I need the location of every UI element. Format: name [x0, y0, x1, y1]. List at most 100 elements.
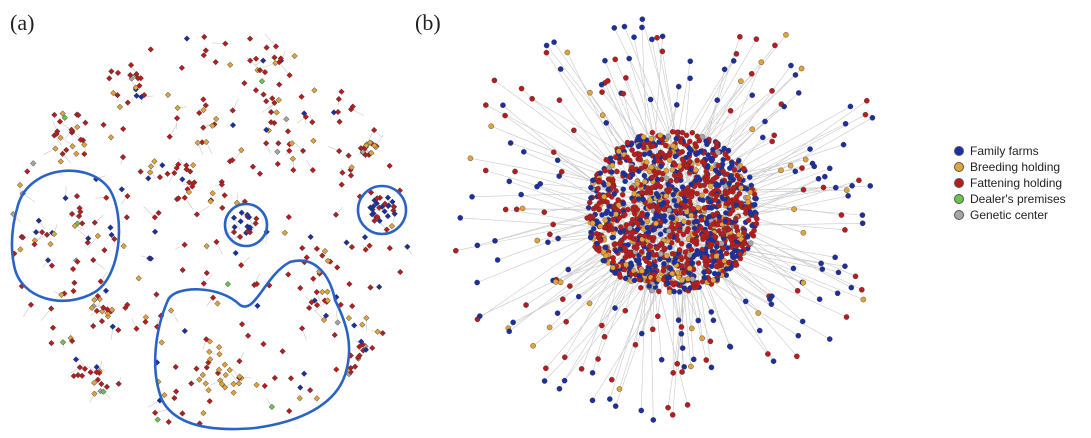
- network-node: [636, 270, 642, 276]
- network-node: [633, 253, 640, 259]
- network-node: [718, 240, 725, 247]
- network-node: [714, 258, 720, 264]
- network-node: [710, 188, 717, 195]
- network-node: [673, 178, 680, 184]
- network-node: [285, 271, 292, 278]
- network-node: [274, 160, 281, 168]
- network-node: [333, 366, 340, 373]
- network-node: [608, 194, 615, 200]
- network-node: [635, 220, 641, 227]
- network-node: [601, 257, 608, 264]
- network-node: [678, 331, 685, 337]
- network-node: [351, 363, 359, 370]
- network-node: [619, 237, 625, 243]
- network-node: [653, 215, 659, 222]
- network-node: [634, 220, 640, 226]
- network-node: [659, 241, 665, 247]
- network-node: [713, 262, 719, 269]
- network-node: [724, 171, 731, 177]
- network-node: [629, 229, 636, 236]
- network-node: [708, 205, 715, 211]
- network-node: [711, 259, 717, 266]
- network-node: [711, 228, 717, 234]
- network-node: [206, 338, 213, 345]
- network-node: [734, 181, 741, 188]
- network-node: [722, 202, 729, 209]
- network-node: [699, 233, 706, 239]
- network-node: [680, 279, 687, 285]
- network-node: [587, 213, 594, 220]
- network-node: [656, 243, 662, 249]
- network-node: [731, 202, 737, 208]
- network-node: [136, 82, 143, 89]
- network-node: [73, 150, 80, 157]
- network-node: [729, 251, 735, 257]
- network-node: [636, 224, 642, 231]
- network-node: [269, 95, 276, 102]
- network-node: [712, 234, 719, 240]
- network-node: [653, 211, 659, 218]
- network-node: [626, 253, 633, 259]
- network-node: [631, 167, 637, 174]
- network-node: [648, 235, 655, 241]
- network-node: [709, 252, 716, 259]
- network-node: [592, 211, 598, 218]
- network-node: [636, 168, 642, 174]
- network-node: [641, 141, 647, 147]
- legend-swatch-family-farms: [954, 146, 964, 156]
- network-node: [322, 312, 330, 319]
- network-node: [513, 206, 520, 213]
- network-node: [183, 162, 190, 169]
- network-node: [661, 261, 667, 267]
- network-node: [203, 336, 210, 343]
- network-node: [600, 249, 607, 255]
- legend-item-breeding-holding: Breeding holding: [954, 159, 1066, 175]
- network-node: [652, 244, 659, 250]
- network-node: [645, 140, 652, 146]
- network-node: [704, 267, 711, 274]
- network-node: [708, 236, 715, 243]
- network-node: [222, 371, 229, 379]
- network-node: [386, 162, 393, 169]
- network-node: [258, 78, 266, 85]
- network-node: [708, 158, 715, 164]
- network-node: [520, 149, 527, 155]
- network-node: [492, 237, 498, 244]
- network-node: [612, 56, 619, 63]
- network-node: [674, 210, 680, 216]
- network-node: [639, 240, 646, 247]
- network-node: [707, 230, 714, 237]
- network-node: [650, 163, 657, 170]
- network-node: [141, 91, 148, 99]
- network-node: [613, 154, 619, 161]
- network-node: [543, 42, 550, 49]
- network-node: [680, 162, 687, 169]
- network-node: [230, 389, 237, 396]
- network-node: [188, 380, 195, 387]
- network-node: [693, 241, 700, 247]
- network-node: [725, 217, 732, 224]
- network-node: [631, 197, 637, 204]
- network-node: [653, 207, 660, 214]
- network-node: [626, 223, 632, 229]
- network-node: [361, 233, 369, 241]
- network-node: [122, 304, 129, 311]
- network-node: [655, 193, 662, 200]
- network-node: [704, 279, 711, 286]
- network-node: [631, 34, 637, 40]
- network-node: [751, 191, 758, 198]
- network-node: [164, 170, 171, 177]
- network-node: [720, 227, 727, 233]
- network-node: [737, 33, 743, 40]
- network-node: [605, 181, 612, 187]
- network-node: [665, 133, 671, 140]
- network-node: [688, 190, 695, 197]
- network-node: [664, 280, 671, 286]
- network-node: [677, 202, 683, 209]
- network-node: [658, 153, 664, 159]
- network-node: [629, 238, 636, 244]
- network-node: [319, 252, 326, 259]
- network-node: [620, 200, 627, 207]
- network-node: [609, 226, 616, 232]
- network-node: [842, 120, 849, 127]
